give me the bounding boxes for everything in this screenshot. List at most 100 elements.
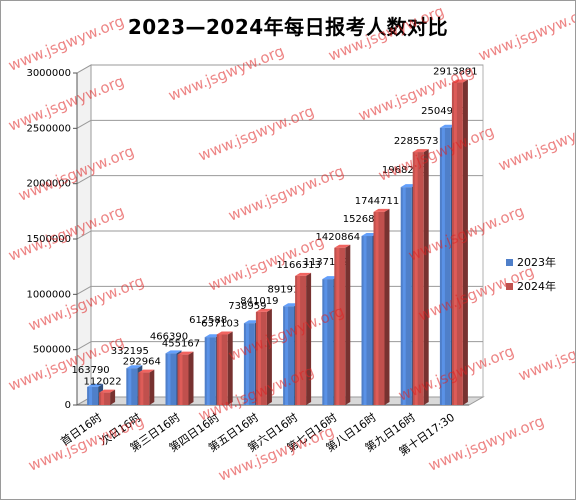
bar-2023 bbox=[361, 236, 373, 405]
chart-title: 2023—2024年每日报考人数对比 bbox=[127, 15, 449, 39]
bar-side bbox=[462, 79, 468, 406]
bar-2024 bbox=[255, 311, 267, 405]
bar-side bbox=[188, 351, 194, 405]
bar-highlight bbox=[375, 211, 379, 405]
bar-highlight bbox=[218, 334, 222, 405]
data-label: 891919 bbox=[268, 284, 306, 295]
bar-2024 bbox=[412, 152, 424, 405]
legend-swatch-2024 bbox=[506, 282, 513, 290]
bar-side bbox=[345, 244, 351, 405]
y-tick-label: 2000000 bbox=[26, 179, 71, 190]
watermark-text: www.jsgwyw.org bbox=[496, 112, 575, 175]
bar-top bbox=[255, 308, 272, 312]
bar-side bbox=[227, 331, 233, 405]
y-tick-label: 0 bbox=[65, 400, 71, 411]
data-label: 841019 bbox=[240, 296, 278, 307]
grid-depth-line bbox=[76, 230, 92, 240]
bar-top bbox=[216, 331, 233, 335]
data-label: 1968220 bbox=[382, 165, 427, 176]
data-label: 1526893 bbox=[343, 214, 388, 225]
bar-side bbox=[149, 369, 155, 405]
bar-highlight bbox=[89, 386, 93, 405]
bar-side bbox=[423, 149, 429, 405]
y-tick-label: 1500000 bbox=[26, 234, 71, 245]
grid-depth-line bbox=[76, 285, 92, 295]
bar-2023 bbox=[400, 187, 412, 405]
bar-2023 bbox=[165, 353, 177, 405]
data-label: 292964 bbox=[123, 357, 161, 368]
bar-top bbox=[412, 149, 429, 153]
bar-highlight bbox=[414, 152, 418, 405]
legend-label-2024: 2024年 bbox=[517, 280, 556, 293]
bar-highlight bbox=[297, 275, 301, 405]
bar-highlight bbox=[285, 306, 289, 405]
legend-item-2023: 2023年 bbox=[506, 253, 556, 271]
bar-top bbox=[295, 272, 312, 276]
bar-2024 bbox=[334, 247, 346, 405]
bar-highlight bbox=[167, 353, 171, 405]
data-label: 455167 bbox=[162, 339, 200, 350]
bar-top bbox=[99, 389, 116, 393]
y-tick-label: 2500000 bbox=[26, 123, 71, 134]
legend: 2023年 2024年 bbox=[506, 253, 556, 301]
bar-highlight bbox=[453, 82, 457, 406]
bar-2023 bbox=[439, 127, 451, 405]
grid-depth-line bbox=[76, 175, 92, 185]
bar-side bbox=[306, 272, 312, 405]
bar-highlight bbox=[179, 354, 183, 405]
data-label: 738959 bbox=[228, 301, 266, 312]
data-label: 332195 bbox=[111, 346, 149, 357]
bar-2024 bbox=[295, 275, 307, 405]
bar-side bbox=[384, 208, 390, 405]
data-label: 466390 bbox=[150, 331, 188, 342]
bar-highlight bbox=[257, 311, 261, 405]
bar-top bbox=[177, 351, 194, 355]
bar-highlight bbox=[140, 372, 144, 405]
bar-top bbox=[373, 208, 390, 212]
bar-highlight bbox=[101, 392, 105, 405]
legend-item-2024: 2024年 bbox=[506, 277, 556, 295]
bar-2023 bbox=[322, 279, 334, 405]
legend-swatch-2023 bbox=[506, 258, 513, 266]
bar-top bbox=[165, 350, 182, 354]
data-label: 1420864 bbox=[316, 232, 361, 243]
bar-2023 bbox=[87, 386, 99, 405]
grid-depth-line bbox=[76, 64, 92, 74]
watermark-text: www.jsgwyw.org bbox=[476, 2, 575, 65]
bar-side bbox=[110, 389, 116, 405]
bar-side bbox=[266, 308, 272, 405]
bar-2024 bbox=[138, 372, 150, 405]
bar-2024 bbox=[216, 334, 228, 405]
bar-2024 bbox=[99, 392, 111, 405]
grid-depth-line bbox=[76, 119, 92, 129]
bar-2023 bbox=[243, 323, 255, 405]
data-label: 2913891 bbox=[433, 67, 478, 78]
bar-2024 bbox=[373, 211, 385, 405]
data-label: 1744711 bbox=[355, 196, 400, 207]
data-label: 2285573 bbox=[394, 136, 439, 147]
data-label: 112022 bbox=[84, 377, 122, 388]
legend-label-2023: 2023年 bbox=[517, 256, 556, 269]
bar-highlight bbox=[128, 368, 132, 405]
bar-top bbox=[451, 79, 468, 83]
y-tick-label: 3000000 bbox=[26, 68, 71, 79]
watermark-text: www.jsgwyw.org bbox=[516, 322, 575, 385]
bar-highlight bbox=[336, 247, 340, 405]
bar-highlight bbox=[206, 337, 210, 405]
data-label: 637103 bbox=[201, 318, 239, 329]
bar-top bbox=[126, 365, 143, 369]
bar-2024 bbox=[177, 354, 189, 405]
data-label: 1137142 bbox=[304, 257, 349, 268]
bar-2023 bbox=[204, 337, 216, 405]
bar-highlight bbox=[324, 279, 328, 405]
watermark-text: www.jsgwyw.org bbox=[326, 2, 447, 65]
bar-2023 bbox=[126, 368, 138, 405]
bar-highlight bbox=[363, 236, 367, 405]
bar-highlight bbox=[441, 127, 445, 405]
y-tick-label: 500000 bbox=[33, 345, 71, 356]
data-label: 612588 bbox=[189, 315, 227, 326]
data-label: 1166313 bbox=[276, 260, 321, 271]
bar-2024 bbox=[451, 82, 463, 406]
bar-top bbox=[87, 383, 104, 387]
data-label: 163790 bbox=[72, 365, 110, 376]
